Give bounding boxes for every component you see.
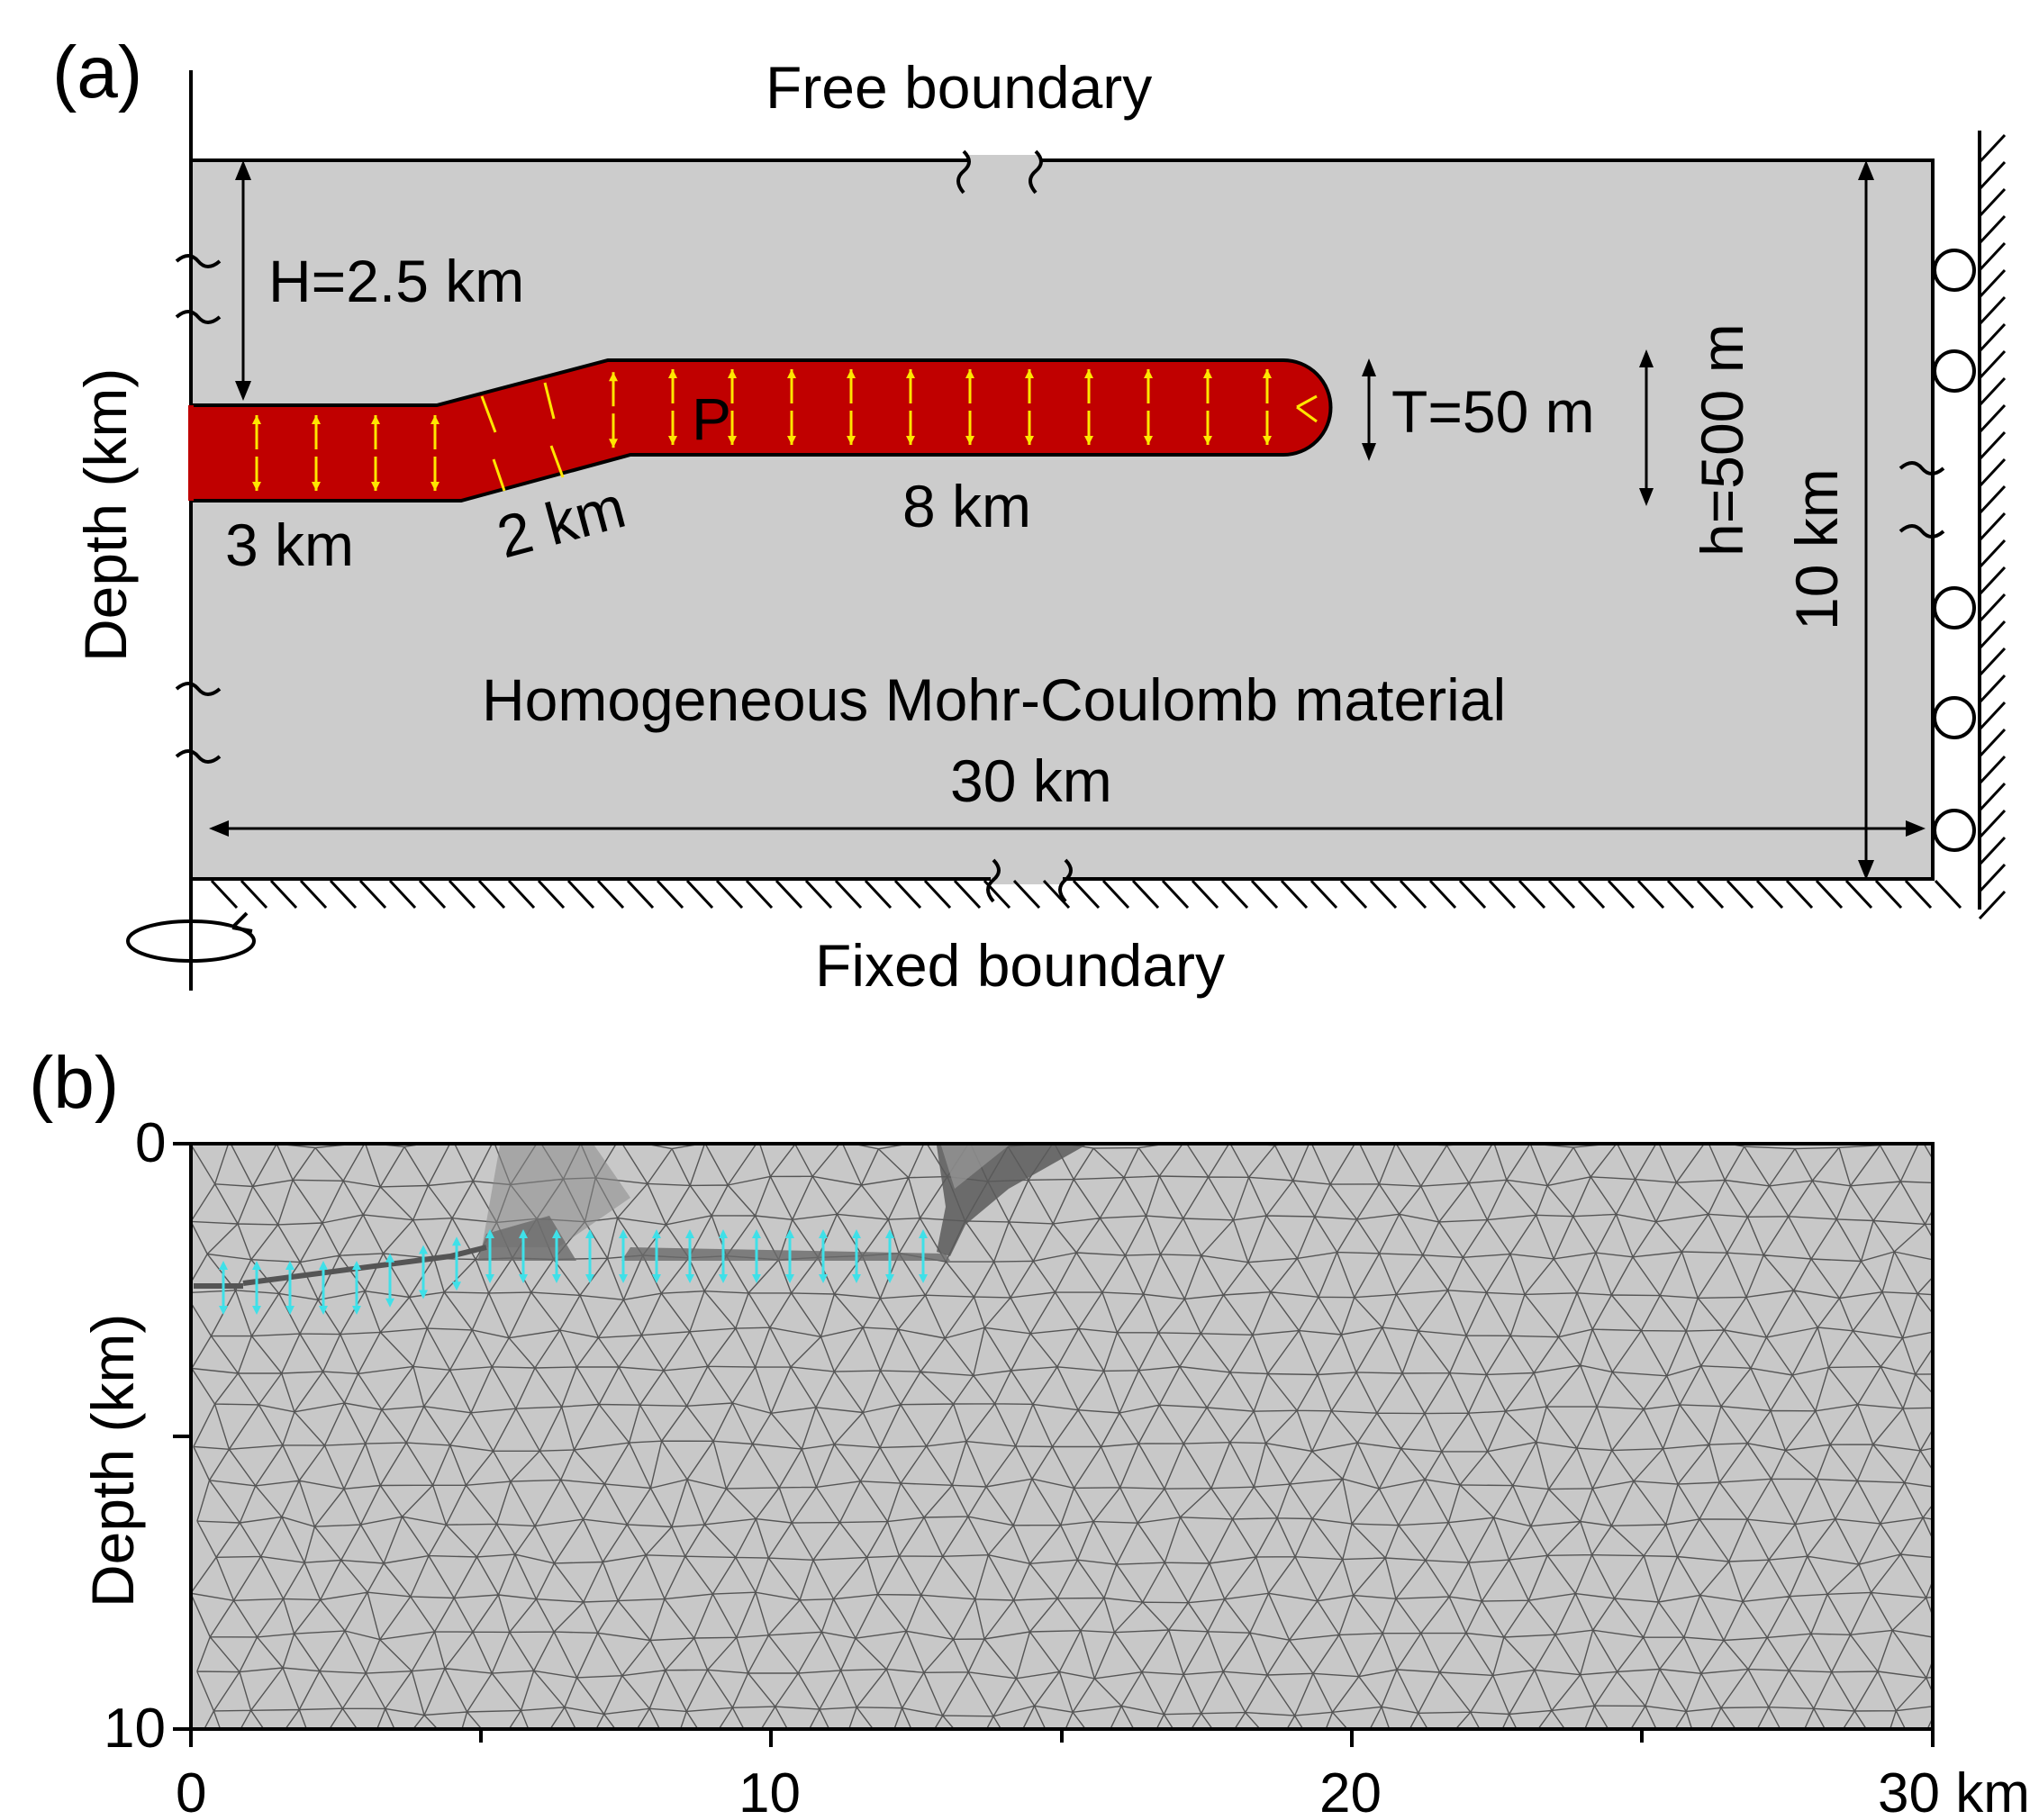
panel-b-y-axis-label: Depth (km)	[79, 1314, 146, 1607]
sill-intrusion	[189, 358, 1333, 503]
roller-supports	[1933, 249, 1976, 852]
H-dimension-arrow	[235, 160, 251, 401]
y-tick-0: 0	[135, 1112, 166, 1174]
mesh-domain	[191, 1144, 1933, 1729]
T-dimension-arrow	[1362, 358, 1376, 461]
y-tick-10: 10	[104, 1698, 166, 1760]
depth-10km-label: 10 km	[1783, 468, 1850, 630]
x-tick-20: 20	[1319, 1762, 1382, 1820]
fixed-boundary-hatch	[210, 879, 1962, 910]
x-tick-10: 10	[739, 1762, 801, 1820]
T-label: T=50 m	[1391, 378, 1595, 445]
segment-8km-label: 8 km	[902, 473, 1031, 539]
segment-3km-label: 3 km	[225, 512, 354, 578]
mesh-refinement-zones	[194, 1145, 1085, 1289]
mesh-pressure-arrows	[219, 1229, 928, 1315]
panel-a-y-axis-label: Depth (km)	[72, 368, 139, 662]
fixed-boundary-label: Fixed boundary	[815, 932, 1225, 999]
x-tick-0: 0	[176, 1762, 206, 1820]
material-label: Homogeneous Mohr-Coulomb material	[482, 666, 1506, 733]
depth-dimension-arrow	[1858, 160, 1874, 880]
h-dimension-arrow	[1639, 349, 1654, 506]
right-roller-wall	[1978, 131, 2007, 920]
right-break-mark	[1899, 461, 1945, 539]
axisymmetry-rotation-icon	[126, 911, 256, 963]
panel-a-label: (a)	[52, 32, 142, 113]
top-break-mark	[956, 149, 1043, 195]
H-label: H=2.5 km	[268, 248, 524, 314]
width-30km-label: 30 km	[950, 747, 1112, 814]
free-boundary-label: Free boundary	[766, 54, 1152, 121]
panel-b-axes	[173, 1142, 1935, 1747]
panel-b-label: (b)	[29, 1042, 119, 1124]
h-label: h=500 m	[1689, 323, 1755, 557]
finite-element-mesh	[191, 1144, 1933, 1729]
left-break-marks	[175, 254, 222, 764]
x-tick-30km: 30 km	[1878, 1762, 2030, 1820]
pressure-arrows	[252, 369, 1318, 492]
pressure-label: P	[692, 385, 731, 452]
width-dimension-arrow	[209, 820, 1926, 837]
